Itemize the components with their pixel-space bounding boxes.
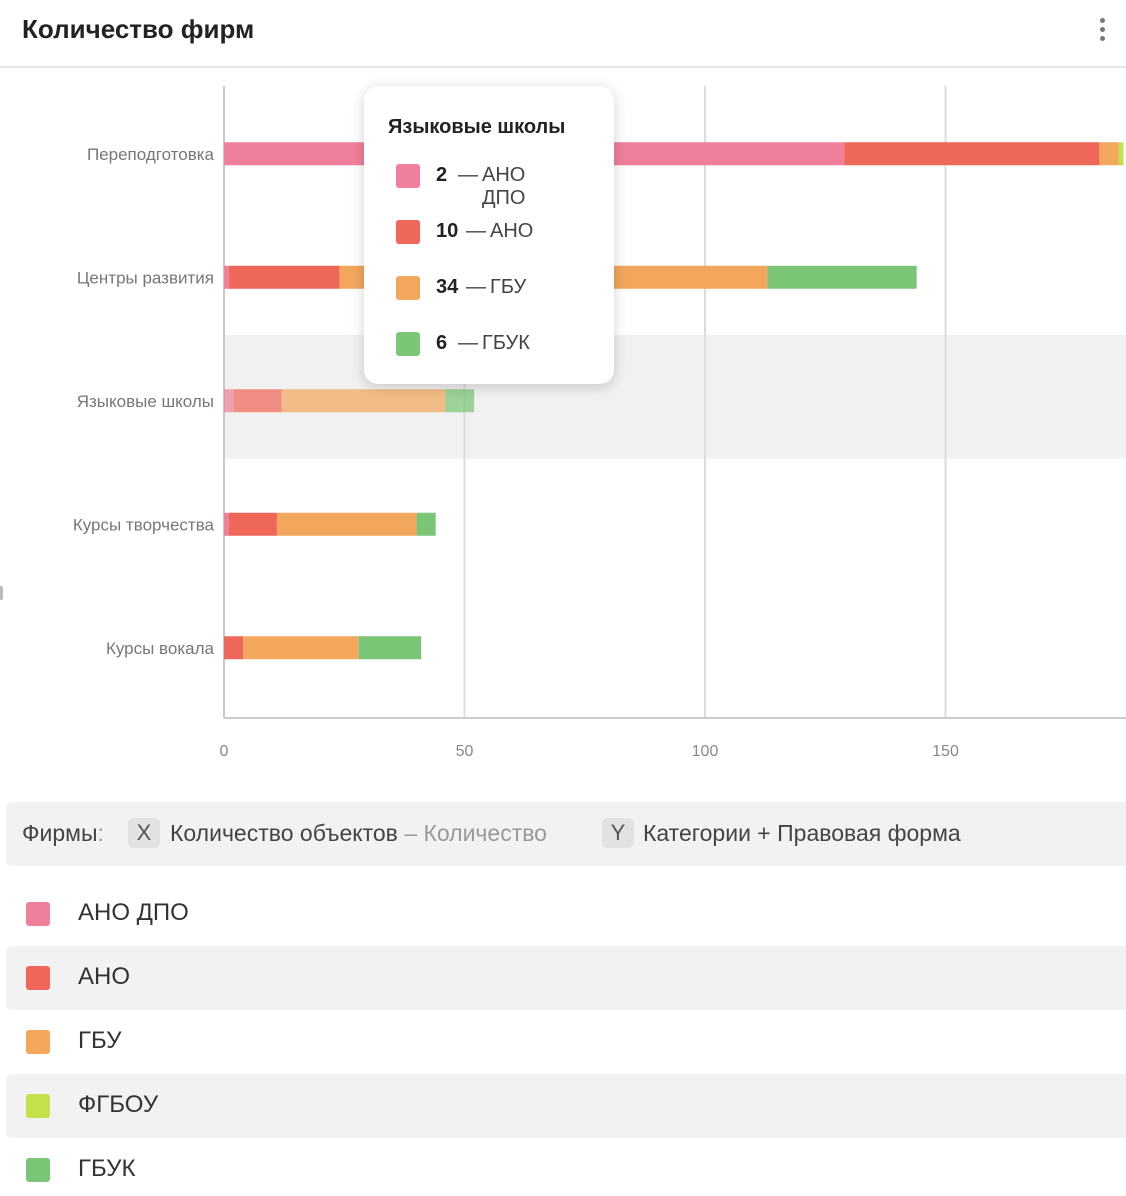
tooltip-value: 34 [436,276,459,298]
y-category-label: Переподготовка [87,145,215,164]
more-vertical-icon[interactable] [1092,16,1114,48]
tooltip-dash: — [466,276,486,298]
y-field[interactable]: Категории + Правовая форма [643,820,961,846]
bar-segment [224,512,229,536]
tooltip-series-name: ГБУ [490,276,527,298]
bar-segment [276,512,417,536]
legend-swatch [26,1158,50,1182]
bar-segment [233,389,282,413]
legend-swatch [26,902,50,926]
legend-item[interactable]: ГБУК [6,1138,1126,1196]
bar-segment [224,265,229,289]
x-tick-label: 50 [456,743,474,760]
bar-segment [228,265,340,289]
legend-label: ФГБОУ [78,1091,159,1118]
y-category-label: Языковые школы [77,392,214,411]
resize-handle[interactable] [0,586,3,600]
tooltip-series-name: АНО [490,220,534,242]
tooltip-value: 2 [436,164,448,186]
x-tick-label: 150 [932,743,959,760]
y-category-label: Курсы творчества [73,515,215,534]
tooltip-value: 10 [436,220,459,242]
legend-label: АНО ДПО [78,899,189,926]
legend-label: ГБУ [78,1027,122,1054]
y-category-label: Центры развития [77,268,214,287]
legend-item[interactable]: АНО ДПО [6,882,1126,946]
tooltip-dash: — [458,332,478,354]
chart-tooltip: Языковые школы 2 — АНО ДПО 10 — АНО 34 —… [364,86,614,384]
x-field[interactable]: Количество объектов – Количество [170,820,547,846]
legend-swatch [26,966,50,990]
y-category-label: Курсы вокала [106,639,215,658]
widget-title: Количество фирм [22,14,255,44]
bar-segment [224,636,244,660]
legend-swatch [26,1094,50,1118]
legend-item[interactable]: АНО [6,946,1126,1010]
bar-segment [844,142,1100,166]
tooltip-dash: — [466,220,486,242]
legend-item[interactable]: ГБУ [6,1010,1126,1074]
bar-segment [416,512,436,536]
tooltip-swatch [396,332,420,356]
bar-segment [1118,142,1124,166]
tooltip-title: Языковые школы [388,116,566,138]
y-axis-badge[interactable]: Y [602,818,634,848]
bar-segment [243,636,359,660]
tooltip-series-name: ГБУК [482,332,530,354]
bar-segment [1099,142,1119,166]
x-tick-label: 0 [220,743,229,760]
tooltip-swatch [396,276,420,300]
field-mapping-bar: Фирмы: X Количество объектов – Количеств… [6,802,1126,866]
bar-segment [445,389,475,413]
x-axis-badge[interactable]: X [128,818,160,848]
tooltip-dash: — [458,164,478,186]
legend-label: ГБУК [78,1155,136,1182]
tooltip-swatch [396,164,420,188]
legend-label: АНО [78,963,131,990]
tooltip-value: 6 [436,332,448,354]
bar-segment [358,636,422,660]
bar-segment [281,389,446,413]
tooltip-swatch [396,220,420,244]
bar-segment [224,389,234,413]
tooltip-series-name: АНО ДПО [482,164,526,209]
x-tick-label: 100 [692,743,719,760]
bar-segment [228,512,277,536]
bar-segment [767,265,917,289]
legend-item[interactable]: ФГБОУ [6,1074,1126,1138]
legend-swatch [26,1030,50,1054]
widget-header: Количество фирм [0,0,1126,68]
dataset-label: Фирмы: [22,820,104,846]
